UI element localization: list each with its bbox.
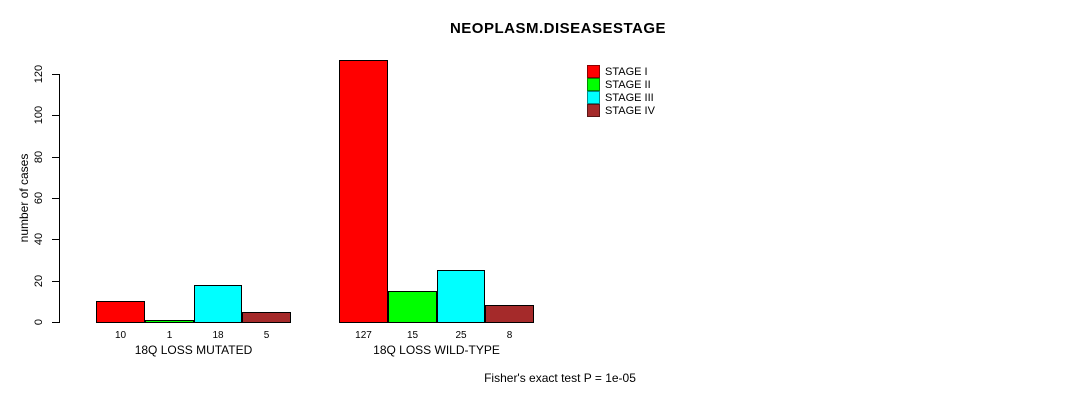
stage-iv-color-swatch <box>587 104 600 117</box>
y-tick <box>52 322 59 323</box>
legend-item-stage-iii: STAGE III <box>587 91 655 104</box>
y-tick <box>52 281 59 282</box>
y-tick-label: 20 <box>33 274 45 288</box>
bar-value-label: 127 <box>355 330 372 341</box>
stage-ii-color-swatch <box>587 78 600 91</box>
bar-value-label: 5 <box>263 330 270 341</box>
y-axis-label: number of cases <box>17 153 31 243</box>
legend-label: STAGE II <box>605 78 651 91</box>
bar-stage-ii <box>388 291 437 323</box>
bar-stage-iv <box>485 305 534 323</box>
y-tick <box>52 239 59 240</box>
bar-stage-iv <box>242 312 291 323</box>
legend-item-stage-ii: STAGE II <box>587 78 655 91</box>
y-tick-label: 80 <box>33 150 45 164</box>
y-tick-label: 40 <box>33 232 45 246</box>
y-tick <box>52 198 59 199</box>
y-tick <box>52 157 59 158</box>
y-tick-label: 60 <box>33 191 45 205</box>
bar-value-label: 15 <box>406 330 419 341</box>
x-group-label: 18Q LOSS WILD-TYPE <box>373 343 500 357</box>
bar-value-label: 25 <box>455 330 467 341</box>
bar-stage-ii <box>145 320 194 323</box>
bar-stage-i <box>96 301 145 323</box>
bar-stage-i <box>339 60 388 323</box>
y-tick <box>52 74 59 75</box>
chart-title: NEOPLASM.DISEASESTAGE <box>449 20 667 37</box>
bar-value-label: 10 <box>114 330 127 341</box>
stage-iii-color-swatch <box>587 91 600 104</box>
stage-i-color-swatch <box>587 65 600 78</box>
legend-label: STAGE I <box>605 65 648 78</box>
y-tick-label: 0 <box>33 318 45 326</box>
y-tick <box>52 115 59 116</box>
bar-stage-iii <box>194 285 242 323</box>
legend-item-stage-iv: STAGE IV <box>587 104 655 117</box>
bar-value-label: 8 <box>506 330 513 341</box>
y-axis-line <box>59 74 60 323</box>
bar-value-label: 18 <box>212 330 224 341</box>
annotation-text: Fisher's exact test P = 1e-05 <box>484 371 636 385</box>
bar-value-label: 1 <box>166 330 173 341</box>
bar-stage-iii <box>437 270 485 323</box>
legend-item-stage-i: STAGE I <box>587 65 655 78</box>
legend-label: STAGE III <box>605 91 654 104</box>
y-tick-label: 100 <box>33 105 45 125</box>
y-tick-label: 120 <box>33 64 45 84</box>
legend: STAGE I STAGE II STAGE III STAGE IV <box>587 65 655 117</box>
legend-label: STAGE IV <box>605 104 655 117</box>
x-group-label: 18Q LOSS MUTATED <box>134 343 253 357</box>
